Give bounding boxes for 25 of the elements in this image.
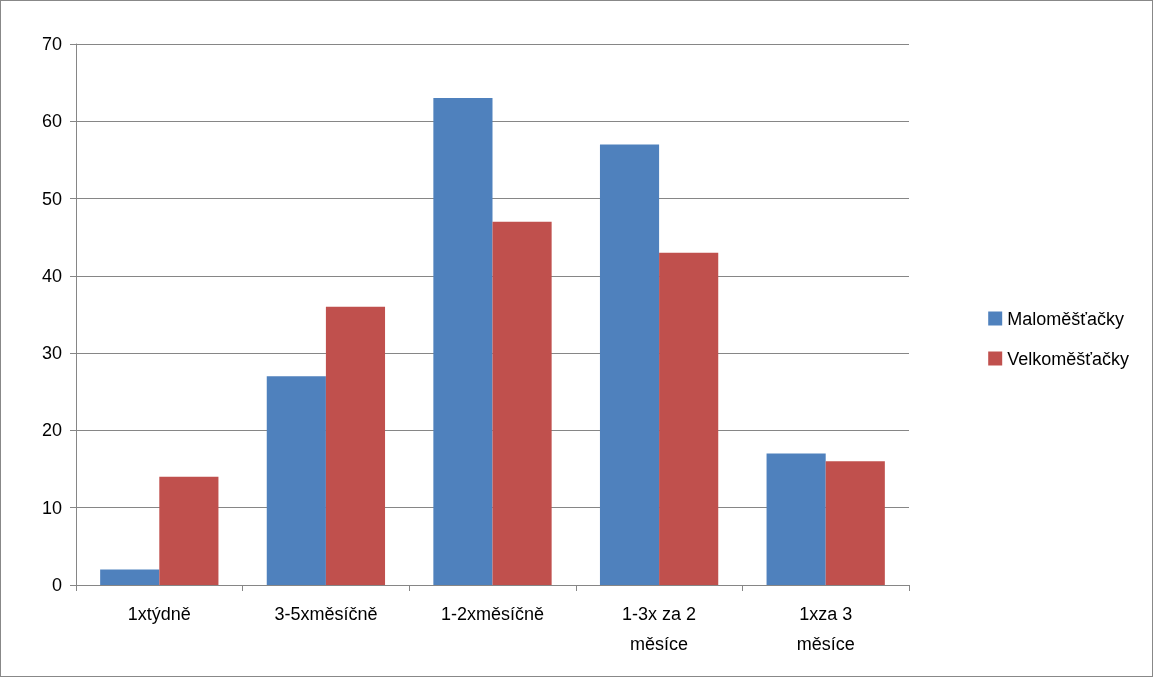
- y-tick-label: 10: [41, 497, 62, 518]
- y-tick-label: 70: [41, 34, 62, 54]
- x-tick-label: 1xtýdně: [127, 604, 191, 624]
- y-tick-label: 20: [41, 420, 62, 441]
- bar: [266, 376, 326, 585]
- y-tick-label: 30: [41, 343, 62, 364]
- bar: [159, 476, 219, 585]
- y-tick-label: 0: [51, 575, 62, 595]
- x-tick-label: 3-5xměsíčně: [274, 604, 378, 624]
- legend-label: Maloměšťačky: [1007, 308, 1124, 329]
- legend-label: Velkoměšťačky: [1007, 348, 1130, 369]
- y-tick-label: 60: [41, 111, 62, 132]
- bar: [325, 306, 386, 585]
- bar: [100, 569, 160, 585]
- x-tick-label: 1-3x za 2 měsíce: [622, 604, 697, 654]
- bar: [599, 144, 660, 585]
- x-tick-label: 1-2xměsíčně: [440, 604, 545, 624]
- bar: [492, 221, 552, 585]
- y-tick-label: 40: [41, 265, 62, 286]
- bar: [433, 98, 493, 585]
- x-tick-label: 1xza 3 měsíce: [796, 604, 855, 654]
- bar: [766, 453, 826, 585]
- bar: [825, 461, 885, 585]
- y-tick-label: 50: [41, 188, 62, 209]
- bar: [659, 252, 719, 585]
